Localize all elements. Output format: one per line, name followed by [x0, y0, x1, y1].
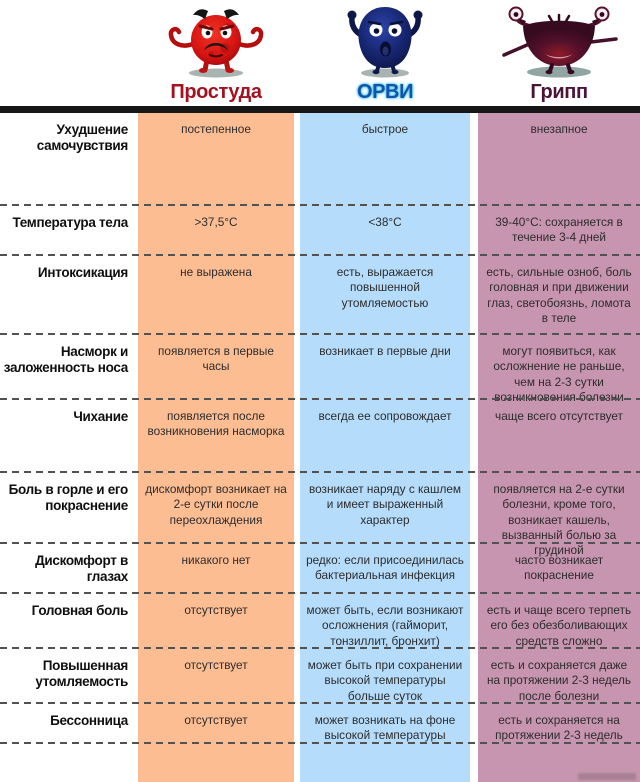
cell-orvi: редко: если присоединилась бактериальная… — [306, 553, 464, 583]
cell-cold: отсутствует — [184, 603, 248, 617]
comparison-table: Ухудшение самочувствия постепенное быстр… — [0, 113, 640, 782]
row-label: Температура тела — [12, 215, 129, 230]
disease-name-flu: Грипп — [530, 81, 588, 103]
table-row: Дискомфорт в глазах никакого нет редко: … — [0, 544, 640, 594]
row-label: Насморк и заложенность носа — [3, 344, 129, 376]
table-row: Насморк и заложенность носа появляется в… — [0, 335, 640, 404]
row-label: Головная боль — [31, 603, 129, 618]
cell-flu: есть и сохраняется на протяжении 2-3 нед… — [495, 712, 623, 743]
cell-cold: не выражена — [180, 265, 252, 279]
cell-orvi: <38°С — [368, 215, 402, 229]
cell-orvi: есть, выражается повышенной утомляемость… — [336, 265, 434, 310]
cell-orvi: может быть, если возникают осложнения (г… — [306, 603, 464, 648]
header: Простуда — [0, 0, 640, 106]
cell-orvi: возникает наряду с кашлем и имеет выраже… — [308, 482, 462, 527]
watermark — [578, 773, 636, 780]
row-label: Ухудшение самочувствия — [36, 122, 129, 154]
row-label: Повышенная утомляемость — [35, 657, 128, 690]
flu-virus-icon — [502, 6, 618, 78]
table-row: Интоксикация не выражена есть, выражаетс… — [0, 256, 640, 335]
cell-cold: отсутствует — [184, 657, 248, 672]
cell-flu: есть и чаще всего терпеть его без обезбо… — [486, 603, 632, 648]
row-label: Интоксикация — [37, 265, 128, 280]
cell-cold: дискомфорт возникает на 2-е сутки после … — [145, 482, 287, 527]
disease-column-header-flu: Грипп — [478, 0, 640, 106]
cell-flu: есть и сохраняется даже на протяжении 2-… — [486, 657, 632, 703]
table-row: Головная боль отсутствует может быть, ес… — [0, 594, 640, 649]
cell-flu: внезапное — [530, 122, 588, 136]
disease-name-cold: Простуда — [170, 81, 262, 103]
cell-cold: отсутствует — [184, 712, 248, 727]
cell-orvi: быстрое — [361, 122, 409, 136]
disease-column-header-orvi: ОРВИ — [300, 0, 470, 106]
table-row: Боль в горле и его покраснение дискомфор… — [0, 473, 640, 557]
table-row: Ухудшение самочувствия постепенное быстр… — [0, 113, 640, 206]
cell-flu: есть, сильные озноб, боль головная и при… — [486, 265, 632, 325]
orvi-column-background — [300, 113, 470, 782]
row-label: Боль в горле и его покраснение — [8, 482, 129, 514]
cell-cold: никакого нет — [181, 553, 251, 567]
cold-column-background — [138, 113, 294, 782]
cell-cold: появляется в первые часы — [158, 344, 274, 374]
cell-flu: могут появиться, как осложнение не раньш… — [493, 344, 625, 404]
table-row: Бессонница отсутствует может возникать н… — [0, 704, 640, 744]
cold-virus-icon — [168, 9, 264, 78]
table-row: Чихание появляется после возникновения н… — [0, 400, 640, 473]
cell-orvi: всегда ее сопровождает — [318, 409, 452, 423]
disease-column-header-cold: Простуда — [138, 0, 294, 106]
row-label: Дискомфорт в глазах — [35, 553, 128, 585]
cell-orvi: может возникать на фоне высокой температ… — [314, 712, 456, 743]
disease-name-orvi: ОРВИ — [356, 81, 414, 103]
cell-flu: часто возникает покраснение — [514, 553, 604, 583]
table-row: Температура тела >37,5°С <38°С 39-40°С: … — [0, 206, 640, 256]
row-label: Чихание — [73, 409, 128, 424]
flu-column-background — [478, 113, 640, 782]
cell-orvi: может быть при сохранении высокой темпер… — [307, 657, 463, 703]
cell-flu: появляется на 2-е сутки болезни, кроме т… — [493, 482, 625, 558]
cell-flu: 39-40°С: сохраняется в течение 3-4 дней — [495, 215, 623, 245]
header-divider-bar — [0, 106, 640, 113]
cell-cold: постепенное — [181, 122, 251, 136]
cell-cold: >37,5°С — [194, 215, 238, 229]
cell-cold: появляется после возникновения насморка — [147, 409, 285, 439]
table-row: Повышенная утомляемость отсутствует може… — [0, 649, 640, 704]
orvi-virus-icon — [347, 7, 423, 78]
cell-orvi: возникает в первые дни — [319, 344, 451, 358]
cell-flu: чаще всего отсутствует — [495, 409, 623, 423]
row-label: Бессонница — [50, 712, 128, 728]
